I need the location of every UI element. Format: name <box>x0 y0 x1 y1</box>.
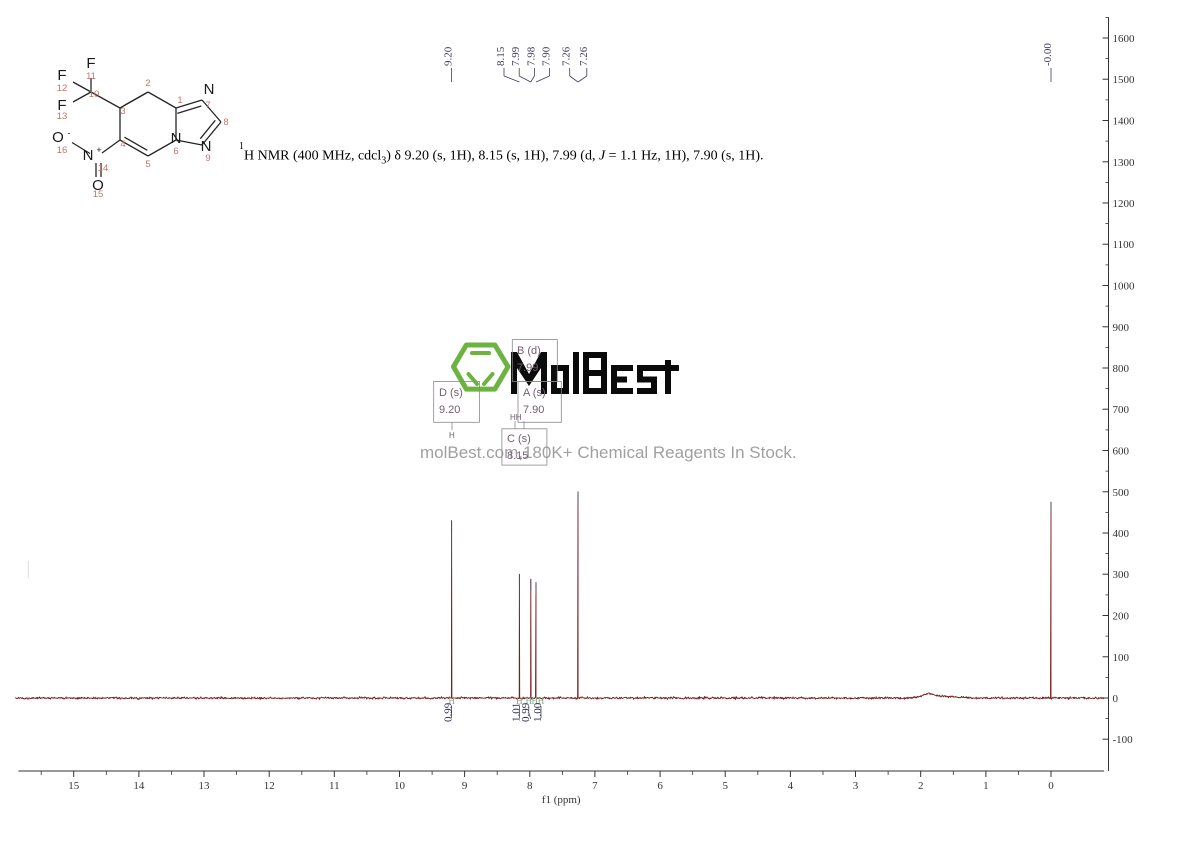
svg-text:900: 900 <box>1113 322 1130 334</box>
svg-text:500: 500 <box>1113 487 1130 499</box>
svg-text:5: 5 <box>722 780 728 792</box>
svg-text:2: 2 <box>918 780 924 792</box>
svg-text:3: 3 <box>853 780 859 792</box>
svg-text:4: 4 <box>788 780 794 792</box>
svg-text:800: 800 <box>1113 363 1130 375</box>
svg-text:12: 12 <box>264 780 275 792</box>
svg-text:1100: 1100 <box>1113 239 1135 251</box>
svg-text:1300: 1300 <box>1113 157 1136 169</box>
svg-text:15: 15 <box>68 780 80 792</box>
svg-text:0: 0 <box>1113 693 1119 705</box>
svg-text:1400: 1400 <box>1113 116 1136 128</box>
svg-text:8.15: 8.15 <box>495 46 507 66</box>
svg-text:100: 100 <box>1113 652 1130 664</box>
svg-text:7.90: 7.90 <box>541 46 553 66</box>
svg-text:0.99: 0.99 <box>520 702 532 722</box>
svg-text:11: 11 <box>329 780 340 792</box>
svg-text:7: 7 <box>592 780 598 792</box>
svg-text:14: 14 <box>133 780 145 792</box>
svg-text:1.00: 1.00 <box>532 702 544 722</box>
svg-text:1: 1 <box>983 780 989 792</box>
svg-text:300: 300 <box>1113 569 1130 581</box>
svg-text:600: 600 <box>1113 446 1130 458</box>
svg-text:7.26: 7.26 <box>561 46 573 66</box>
svg-text:0.99: 0.99 <box>443 702 455 722</box>
svg-text:7.99: 7.99 <box>510 46 522 66</box>
svg-text:9: 9 <box>462 780 468 792</box>
svg-text:9.20: 9.20 <box>443 46 455 66</box>
svg-text:1600: 1600 <box>1113 33 1136 45</box>
svg-text:1200: 1200 <box>1113 198 1136 210</box>
svg-text:200: 200 <box>1113 611 1130 623</box>
svg-text:700: 700 <box>1113 404 1130 416</box>
svg-text:1000: 1000 <box>1113 281 1136 293</box>
svg-text:-100: -100 <box>1113 734 1134 746</box>
svg-text:0: 0 <box>1048 780 1054 792</box>
svg-text:f1 (ppm): f1 (ppm) <box>542 794 581 806</box>
svg-text:400: 400 <box>1113 528 1130 540</box>
svg-text:13: 13 <box>199 780 211 792</box>
svg-text:10: 10 <box>394 780 406 792</box>
svg-text:7.98: 7.98 <box>525 46 537 66</box>
svg-text:8: 8 <box>527 780 533 792</box>
svg-text:-0.00: -0.00 <box>1042 43 1054 66</box>
svg-text:7.26: 7.26 <box>578 46 590 66</box>
svg-text:6: 6 <box>657 780 663 792</box>
svg-text:1500: 1500 <box>1113 74 1136 86</box>
